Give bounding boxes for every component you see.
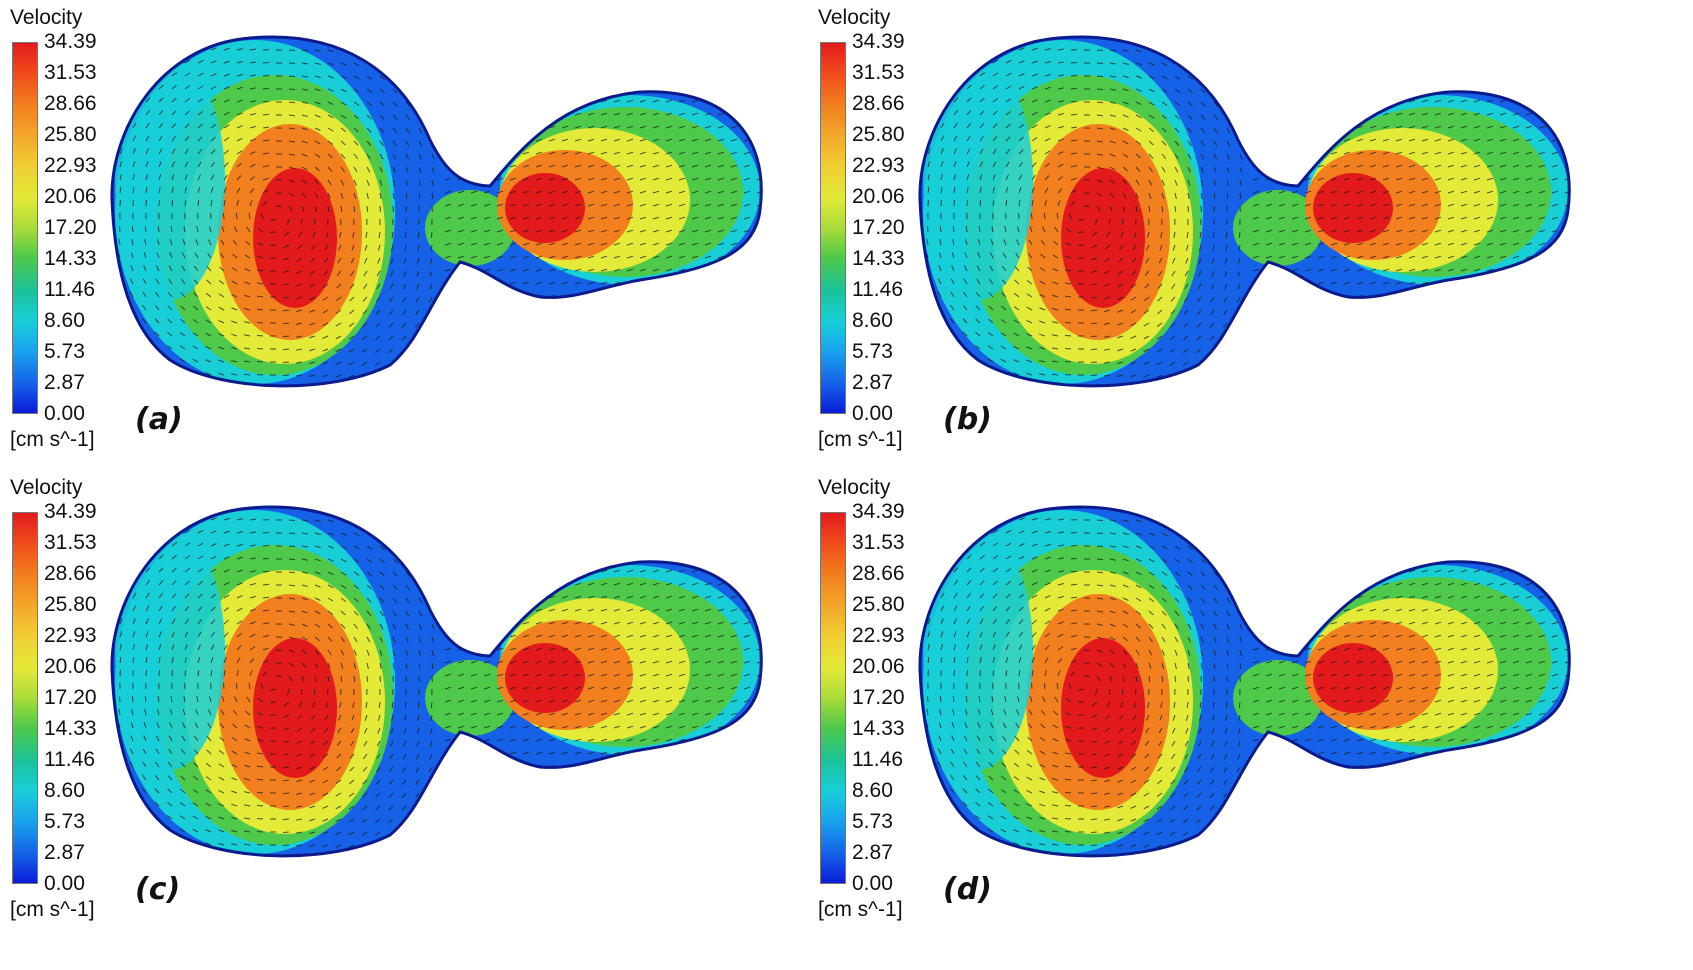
contour-fill xyxy=(919,37,1570,386)
colorbar-tick-label: 34.39 xyxy=(852,500,905,523)
colorbar-tick-label: 0.00 xyxy=(44,872,85,895)
geometry-outline xyxy=(918,505,1571,858)
colorbar-tick-label: 14.33 xyxy=(44,717,97,740)
colorbar-tick-label: 20.06 xyxy=(852,185,905,208)
velocity-field-plot xyxy=(110,505,763,858)
colorbar xyxy=(820,512,846,884)
colorbar-tick-label: 11.46 xyxy=(852,748,903,771)
colorbar-tick-label: 28.66 xyxy=(44,562,97,585)
colorbar-tick-label: 8.60 xyxy=(852,309,893,332)
panel-b: Velocity 34.39 31.53 28.66 25.80 22.93 20.06 1… xyxy=(808,0,1654,485)
colorbar-tick-label: 0.00 xyxy=(852,402,893,425)
panel-label: (b) xyxy=(943,402,992,437)
contour-fill xyxy=(919,507,1570,856)
colorbar xyxy=(12,512,38,884)
colorbar-tick-label: 28.66 xyxy=(852,92,905,115)
colorbar-tick-label: 25.80 xyxy=(852,593,905,616)
colorbar-tick-label: 31.53 xyxy=(852,531,905,554)
legend-title: Velocity xyxy=(818,6,891,29)
colorbar-tick-label: 14.33 xyxy=(852,717,905,740)
colorbar-tick-label: 22.93 xyxy=(852,154,905,177)
colorbar-tick-label: 11.46 xyxy=(44,748,95,771)
legend-title: Velocity xyxy=(10,476,83,499)
legend-unit: [cm s^-1] xyxy=(818,428,903,451)
velocity-field-plot xyxy=(918,35,1571,388)
colorbar-tick-label: 2.87 xyxy=(852,841,893,864)
colorbar-tick-label: 5.73 xyxy=(44,810,85,833)
colorbar-tick-label: 22.93 xyxy=(44,624,97,647)
colorbar-tick-label: 22.93 xyxy=(852,624,905,647)
legend-title: Velocity xyxy=(818,476,891,499)
colorbar-tick-label: 20.06 xyxy=(852,655,905,678)
colorbar-tick-label: 34.39 xyxy=(44,500,97,523)
colorbar-tick-label: 2.87 xyxy=(44,841,85,864)
colorbar-tick-label: 2.87 xyxy=(852,371,893,394)
colorbar-tick-label: 17.20 xyxy=(44,216,97,239)
velocity-field-plot xyxy=(918,505,1571,858)
legend-unit: [cm s^-1] xyxy=(10,428,95,451)
panel-label: (d) xyxy=(943,872,992,907)
colorbar-tick-label: 0.00 xyxy=(44,402,85,425)
colorbar-tick-label: 34.39 xyxy=(852,30,905,53)
colorbar-tick-label: 17.20 xyxy=(852,686,905,709)
colorbar-tick-label: 8.60 xyxy=(44,779,85,802)
colorbar-tick-label: 20.06 xyxy=(44,655,97,678)
colorbar xyxy=(12,42,38,414)
colorbar-tick-label: 14.33 xyxy=(852,247,905,270)
colorbar xyxy=(820,42,846,414)
velocity-field-plot xyxy=(110,35,763,388)
colorbar-tick-label: 25.80 xyxy=(852,123,905,146)
colorbar-tick-label: 31.53 xyxy=(44,531,97,554)
colorbar-tick-label: 25.80 xyxy=(44,123,97,146)
colorbar-tick-label: 8.60 xyxy=(852,779,893,802)
colorbar-tick-label: 0.00 xyxy=(852,872,893,895)
geometry-outline xyxy=(110,505,763,858)
contour-fill xyxy=(111,36,762,386)
colorbar-tick-label: 5.73 xyxy=(852,810,893,833)
colorbar-tick-label: 2.87 xyxy=(44,371,85,394)
legend-unit: [cm s^-1] xyxy=(818,898,903,921)
panel-label: (a) xyxy=(135,402,183,437)
colorbar-tick-label: 5.73 xyxy=(852,340,893,363)
geometry-outline xyxy=(110,35,763,388)
colorbar-tick-label: 11.46 xyxy=(44,278,95,301)
colorbar-tick-label: 8.60 xyxy=(44,309,85,332)
geometry-outline xyxy=(918,35,1571,388)
legend-title: Velocity xyxy=(10,6,83,29)
colorbar-tick-label: 20.06 xyxy=(44,185,97,208)
legend-unit: [cm s^-1] xyxy=(10,898,95,921)
colorbar-tick-label: 28.66 xyxy=(44,92,97,115)
panel-c: Velocity 34.39 31.53 28.66 25.80 22.93 20.06 1… xyxy=(0,470,846,955)
panel-label: (c) xyxy=(135,872,181,907)
colorbar-tick-label: 17.20 xyxy=(852,216,905,239)
colorbar-tick-label: 5.73 xyxy=(44,340,85,363)
contour-fill xyxy=(111,507,762,856)
colorbar-tick-label: 14.33 xyxy=(44,247,97,270)
panel-a: Velocity 34.39 31.53 28.66 25.80 22.93 20.06 1… xyxy=(0,0,846,485)
colorbar-tick-label: 17.20 xyxy=(44,686,97,709)
colorbar-tick-label: 31.53 xyxy=(44,61,97,84)
colorbar-tick-label: 28.66 xyxy=(852,562,905,585)
colorbar-tick-label: 22.93 xyxy=(44,154,97,177)
colorbar-tick-label: 25.80 xyxy=(44,593,97,616)
colorbar-tick-label: 11.46 xyxy=(852,278,903,301)
colorbar-tick-label: 34.39 xyxy=(44,30,97,53)
panel-d: Velocity 34.39 31.53 28.66 25.80 22.93 20.06 1… xyxy=(808,470,1654,955)
colorbar-tick-label: 31.53 xyxy=(852,61,905,84)
